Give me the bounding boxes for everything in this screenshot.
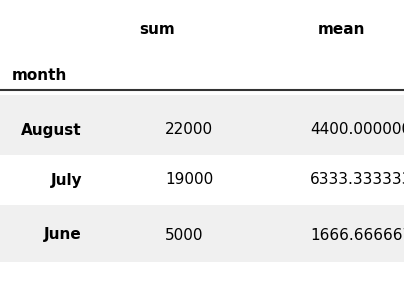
Text: 5000: 5000: [165, 228, 204, 242]
Text: mean: mean: [318, 22, 365, 37]
Text: month: month: [12, 68, 67, 83]
Text: sum: sum: [139, 22, 175, 37]
Text: July: July: [50, 173, 82, 187]
Text: 19000: 19000: [165, 173, 213, 187]
Bar: [0, 205, 404, 262]
Text: 6333.333333: 6333.333333: [310, 173, 404, 187]
Text: 1666.666667: 1666.666667: [310, 228, 404, 242]
Bar: [0, 155, 404, 205]
Text: 22000: 22000: [165, 123, 213, 138]
Text: 4400.000000: 4400.000000: [310, 123, 404, 138]
Text: August: August: [21, 123, 82, 138]
Text: June: June: [44, 228, 82, 242]
Bar: [0, 95, 404, 155]
